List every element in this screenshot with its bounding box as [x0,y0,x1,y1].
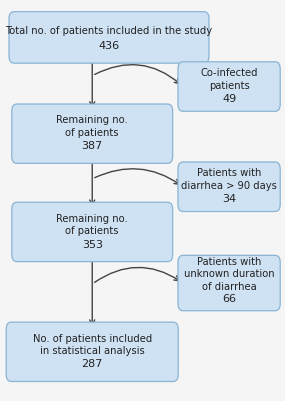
FancyBboxPatch shape [178,162,280,211]
FancyBboxPatch shape [12,202,173,261]
Text: Remaining no.
of patients: Remaining no. of patients [56,214,128,236]
Text: Patients with
unknown duration
of diarrhea: Patients with unknown duration of diarrh… [184,257,274,292]
FancyBboxPatch shape [9,12,209,63]
Text: 436: 436 [98,41,119,51]
FancyBboxPatch shape [178,62,280,111]
Text: Patients with
diarrhea > 90 days: Patients with diarrhea > 90 days [181,168,277,191]
Text: No. of patients included
in statistical analysis: No. of patients included in statistical … [32,334,152,356]
Text: 387: 387 [82,141,103,151]
Text: 353: 353 [82,239,103,249]
Text: Co-infected
patients: Co-infected patients [200,68,258,91]
Text: 287: 287 [82,359,103,369]
FancyBboxPatch shape [6,322,178,381]
FancyBboxPatch shape [12,104,173,163]
Text: 49: 49 [222,94,236,104]
Text: Remaining no.
of patients: Remaining no. of patients [56,115,128,138]
Text: 34: 34 [222,194,236,205]
FancyBboxPatch shape [178,255,280,311]
Text: Total no. of patients included in the study: Total no. of patients included in the st… [5,26,213,36]
Text: 66: 66 [222,294,236,304]
